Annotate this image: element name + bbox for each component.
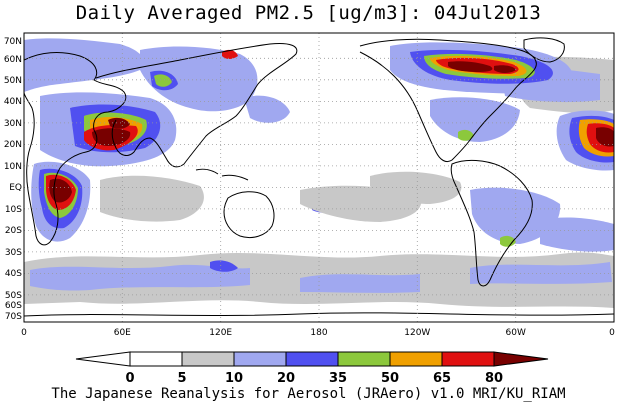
lat-label: 70N (4, 37, 22, 47)
colorbar-lower-arrow (75, 351, 131, 367)
coast-indonesia (195, 168, 249, 181)
footer-credit: The Japanese Reanalysis for Aerosol (JRA… (51, 386, 566, 402)
colorbar-segment (181, 351, 235, 367)
southern-ocean-blue (30, 264, 250, 291)
lat-label: EQ (9, 183, 22, 193)
colorbar-label: 20 (277, 371, 295, 386)
colorbar-segment (285, 351, 339, 367)
colorbar-label: 80 (485, 371, 503, 386)
sa-green (500, 235, 516, 247)
lat-label: 60N (4, 55, 22, 65)
lon-label: 120E (209, 328, 232, 338)
lat-label: 40N (4, 97, 22, 107)
sahara-darkred (596, 127, 614, 147)
colorbar-label: 65 (433, 371, 451, 386)
indian-ocean-gray (100, 175, 204, 222)
colorbar: 0 5 10 20 35 50 65 80 (75, 351, 549, 386)
colorbar-segment (129, 351, 183, 367)
colorbar-segment (441, 351, 495, 367)
coast-south-america (450, 159, 533, 287)
lon-axis: 0 60E 120E 180 120W 60W 0 (21, 328, 615, 338)
coast-asia (95, 43, 298, 168)
lat-label: 50N (4, 76, 22, 86)
lat-label: 20S (5, 226, 22, 236)
colorbar-label: 35 (329, 371, 347, 386)
map-title: Daily Averaged PM2.5 [ug/m3]: 04Jul2013 (75, 2, 542, 24)
lat-label: 10S (5, 205, 22, 215)
lat-label: 30N (4, 119, 22, 129)
lat-label: 30S (5, 248, 22, 258)
south-atlantic-blue (540, 217, 614, 252)
na-darkred (448, 61, 493, 72)
pm25-field (24, 38, 614, 308)
lat-axis: 70N 60N 50N 40N 30N 20N 10N EQ 10S 20S 3… (4, 37, 22, 322)
east-asia-blue (140, 46, 258, 112)
colorbar-segment (337, 351, 391, 367)
lon-label: 0 (21, 328, 27, 338)
colorbar-label: 50 (381, 371, 399, 386)
siberia-red (222, 49, 238, 59)
lon-label: 60W (506, 328, 526, 338)
colorbar-label: 0 (125, 371, 134, 386)
lon-label: 120W (404, 328, 430, 338)
lat-label: 20N (4, 140, 22, 150)
east-asia-green (154, 74, 172, 87)
colorbar-label: 5 (177, 371, 186, 386)
south-america-blue (470, 187, 561, 244)
na-south-green (458, 129, 474, 141)
coast-greenland (523, 37, 565, 63)
coastlines (24, 37, 614, 317)
southern-ocean-blue-2 (300, 274, 420, 293)
colorbar-segment (389, 351, 443, 367)
lon-label: 60E (114, 328, 131, 338)
na-darkred-2 (494, 65, 516, 73)
coast-australia (223, 191, 275, 239)
colorbar-upper-arrow (493, 351, 549, 367)
africa-darkred (49, 178, 72, 203)
coast-antarctica (24, 312, 614, 317)
coast-north-america (359, 38, 537, 163)
europe-field (24, 38, 144, 92)
south-pacific-gray (300, 185, 422, 222)
gridlines (24, 33, 614, 322)
lat-label: 60S (5, 301, 22, 311)
nw-pacific-blue (244, 95, 290, 123)
lon-label: 180 (310, 328, 327, 338)
lat-label: 40S (5, 269, 22, 279)
lon-label: 0 (609, 328, 615, 338)
lat-label: 50S (5, 291, 22, 301)
coast-europe-africa (24, 52, 127, 246)
colorbar-segment (233, 351, 287, 367)
map-frame (23, 32, 615, 323)
colorbar-label: 10 (225, 371, 243, 386)
southern-ocean-dark (210, 260, 238, 272)
asia-darkred (92, 128, 131, 146)
lat-label: 70S (5, 312, 22, 322)
lat-label: 10N (4, 162, 22, 172)
